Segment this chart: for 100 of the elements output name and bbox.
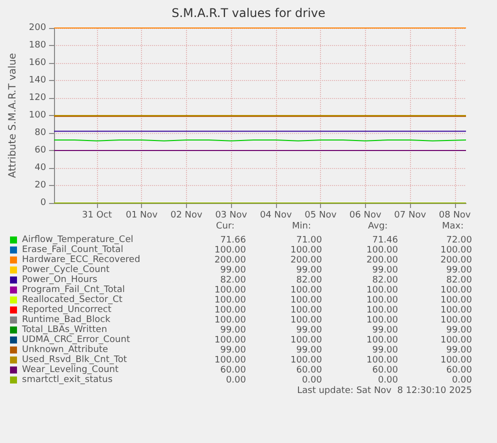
x-tick-label: 03 Nov [215,210,248,220]
text: 0.00 [226,376,246,386]
text: 100.00 [214,296,246,306]
text: 100.00 [366,356,398,366]
text: 0.00 [302,376,322,386]
x-tick-label: 07 Nov [394,210,427,220]
text: 100.00 [366,246,398,256]
text: 200.00 [290,256,322,266]
legend-label: Power_Cycle_Count [22,265,110,275]
text: Last update: Sat Nov 8 12:30:10 2025 [297,386,472,396]
text: 99.00 [446,326,472,336]
x-tick-label: 31 Oct [82,210,112,220]
text: 99.00 [220,266,246,276]
y-tick-label: 0 [40,198,46,208]
text: 99.00 [372,346,398,356]
text: 60.00 [372,366,398,376]
text: 100.00 [440,356,472,366]
y-tick-label: 20 [34,180,46,190]
x-tick-label: 02 Nov [170,210,204,220]
text: 100.00 [366,306,398,316]
legend-label: Used_Rsvd_Blk_Cnt_Tot [22,355,128,365]
x-tick-label: 05 Nov [304,210,338,220]
text: Max: [442,222,464,232]
text: 100.00 [440,336,472,346]
x-tick-label: 08 Nov [438,210,472,220]
text: 60.00 [220,366,246,376]
legend-label: Power_On_Hours [22,275,98,285]
text: 99.00 [220,346,246,356]
text: 60.00 [446,366,472,376]
text: 100.00 [366,296,398,306]
text: 200.00 [440,256,472,266]
x-tick-label: 01 Nov [126,210,158,220]
text: 100.00 [214,246,246,256]
text: 82.00 [446,276,472,286]
text: 100.00 [290,296,322,306]
text: Avg: [368,222,388,232]
legend-label: Hardware_ECC_Recovered [22,255,140,265]
text: 100.00 [366,336,398,346]
text: 200.00 [214,256,246,266]
y-tick-label: 40 [34,163,46,173]
text: 60.00 [296,366,322,376]
text: 82.00 [372,276,398,286]
y-tick-label: 200 [28,23,46,33]
text: 99.00 [372,326,398,336]
text: 100.00 [440,296,472,306]
text: 99.00 [446,266,472,276]
x-tick-label: 04 Nov [260,210,292,220]
text: 100.00 [366,286,398,296]
x-tick-label: 06 Nov [349,210,382,220]
legend-label: Reported_Uncorrect [22,305,112,315]
legend-label: smartctl_exit_status [22,375,113,385]
text: 99.00 [296,326,322,336]
text: 200.00 [366,256,398,266]
text: 100.00 [440,306,472,316]
text: Cur: [216,222,235,232]
text: 100.00 [440,286,472,296]
y-tick-label: 100 [28,110,46,120]
text: 100.00 [290,286,322,296]
y-axis-title: Attribute S.M.A.R.T value [8,53,18,178]
text: 82.00 [296,276,322,286]
text: 100.00 [290,246,322,256]
text: 72.00 [446,236,472,246]
text: 99.00 [296,346,322,356]
text: 100.00 [290,316,322,326]
text: 100.00 [214,306,246,316]
text: 71.00 [296,236,322,246]
y-tick-label: 140 [28,76,46,86]
text: 100.00 [214,286,246,296]
text: 100.00 [290,336,322,346]
text: 0.00 [452,376,472,386]
text: 99.00 [446,346,472,356]
legend-label: Airflow_Temperature_Cel [22,235,134,245]
text: Min: [292,222,312,232]
text: 100.00 [440,246,472,256]
text: 71.66 [220,236,246,246]
text: 0.00 [378,376,398,386]
y-tick-label: 180 [28,40,46,50]
chart-title: S.M.A.R.T values for drive [172,6,326,20]
legend-label: Total_LBAs_Written [21,325,108,335]
legend-label: Reallocated_Sector_Ct [22,295,123,305]
y-tick-label: 80 [34,128,46,138]
y-tick-label: 120 [28,93,46,103]
legend-label: Runtime_Bad_Block [22,315,112,325]
legend-label: UDMA_CRC_Error_Count [22,335,130,345]
y-tick-label: 60 [34,146,46,156]
legend-label: Unknown_Attribute [22,345,108,355]
text: 100.00 [214,356,246,366]
y-tick-label: 160 [28,58,46,68]
text: 99.00 [296,266,322,276]
text: 100.00 [366,316,398,326]
text: 100.00 [290,306,322,316]
text: 82.00 [220,276,246,286]
text: 100.00 [290,356,322,366]
text: 100.00 [214,336,246,346]
legend-label: Erase_Fail_Count_Total [22,245,124,255]
text: 99.00 [372,266,398,276]
text: 99.00 [220,326,246,336]
legend-label: Program_Fail_Cnt_Total [22,285,125,295]
legend-label: Wear_Leveling_Count [22,365,119,375]
text: 100.00 [440,316,472,326]
